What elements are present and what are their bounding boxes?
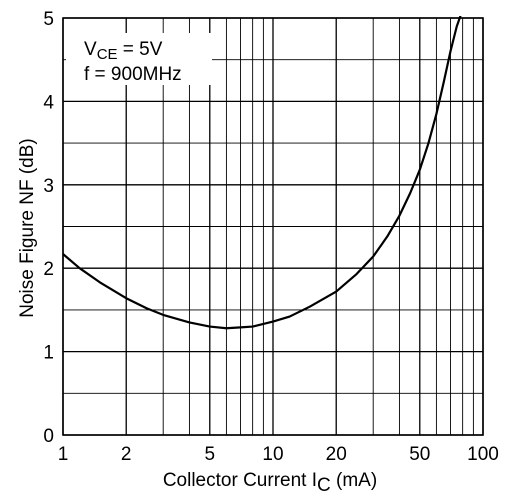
annotation-box xyxy=(66,33,212,85)
y-tick-label: 5 xyxy=(43,9,54,30)
x-axis-title: Collector Current IC (mA) xyxy=(163,470,377,496)
annotation-vce-sub: CE xyxy=(97,46,118,63)
x-tick-label: 50 xyxy=(409,444,430,465)
x-tick-label: 10 xyxy=(262,444,283,465)
series-group xyxy=(63,16,462,330)
x-tick-label: 1 xyxy=(58,444,69,465)
x-tick-label: 5 xyxy=(204,444,215,465)
y-tick-label: 4 xyxy=(43,92,54,113)
y-axis-title: Noise Figure NF (dB) xyxy=(17,138,38,318)
y-tick-label: 2 xyxy=(43,259,54,280)
x-axis-title-unit: (mA) xyxy=(331,470,377,491)
x-tick-labels: 1 2 5 10 20 50 100 xyxy=(58,444,499,465)
annotation-frequency: f = 900MHz xyxy=(84,64,182,85)
x-tick-label: 2 xyxy=(121,444,132,465)
x-axis-title-main: Collector Current I xyxy=(163,470,317,491)
series-line-0 xyxy=(63,16,462,330)
y-tick-label: 0 xyxy=(43,426,54,447)
y-tick-label: 3 xyxy=(43,176,54,197)
annotation-vce-main: V xyxy=(84,39,97,60)
plot-frame xyxy=(62,17,484,436)
x-axis-title-sub: C xyxy=(317,475,331,496)
x-tick-label: 20 xyxy=(326,444,347,465)
x-tick-label: 100 xyxy=(467,444,499,465)
annotation-vce-rest: = 5V xyxy=(118,39,163,60)
annotation-vce: VCE = 5V xyxy=(84,39,163,63)
y-tick-label: 1 xyxy=(43,343,54,364)
y-tick-labels: 0 1 2 3 4 5 xyxy=(43,9,54,447)
